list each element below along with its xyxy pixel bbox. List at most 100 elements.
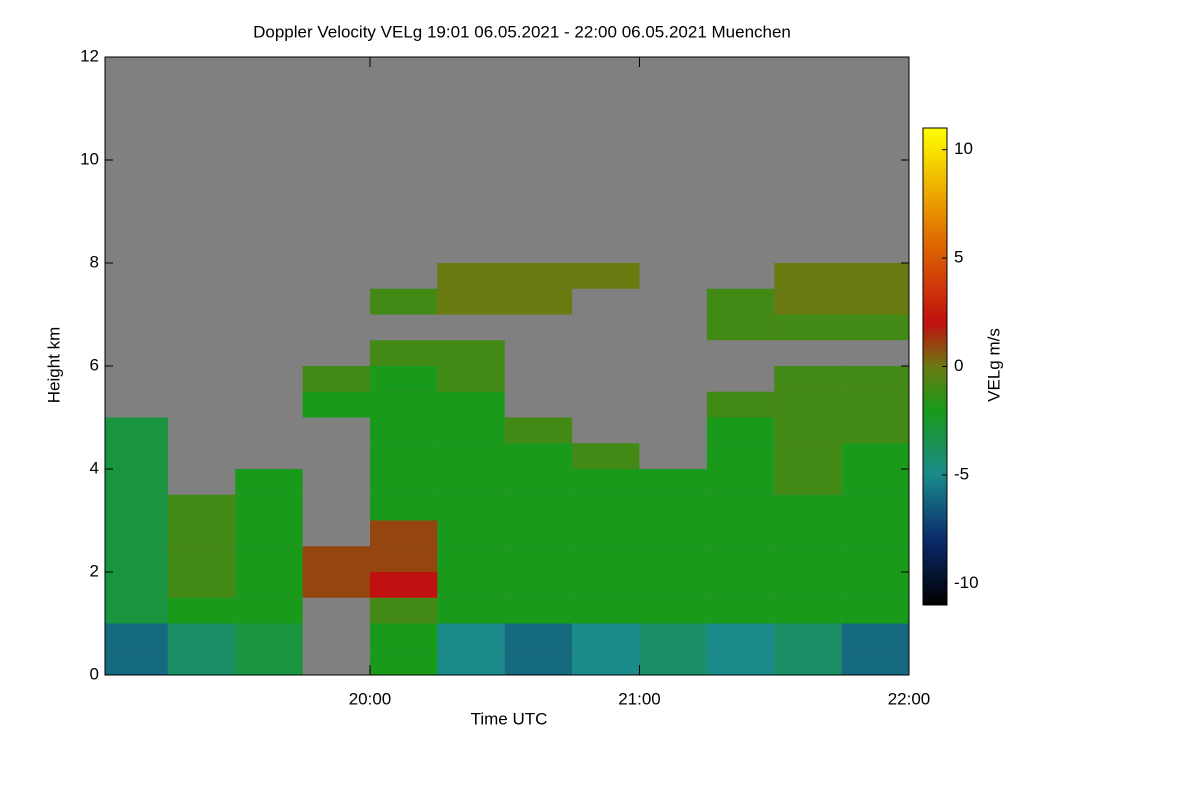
heatmap-cell xyxy=(841,469,909,495)
heatmap-cell xyxy=(302,572,370,598)
heatmap-cell xyxy=(841,649,909,675)
heatmap-cell xyxy=(167,623,236,650)
heatmap-cell xyxy=(369,288,438,315)
heatmap-cell xyxy=(235,469,303,495)
y-axis-label: Height km xyxy=(44,327,63,404)
heatmap-cell xyxy=(437,391,505,418)
heatmap-cell xyxy=(437,417,505,444)
heatmap-cell xyxy=(706,494,775,521)
heatmap-cell xyxy=(369,597,438,624)
heatmap-cell xyxy=(437,494,505,521)
heatmap-cell xyxy=(105,649,168,675)
heatmap-cell xyxy=(841,391,909,418)
heatmap-cell xyxy=(105,623,168,650)
heatmap-cell xyxy=(706,443,775,469)
heatmap-cell xyxy=(639,623,707,650)
y-tick-label: 4 xyxy=(90,458,99,477)
heatmap-cell xyxy=(504,494,573,521)
heatmap-cell xyxy=(369,469,438,495)
heatmap-cell xyxy=(774,623,842,650)
colorbar-tick-label: -10 xyxy=(954,573,979,592)
y-tick-label: 6 xyxy=(90,355,99,374)
heatmap-cell xyxy=(774,391,842,418)
heatmap-cell xyxy=(167,572,236,598)
x-tick-label: 20:00 xyxy=(349,689,392,708)
heatmap-cell xyxy=(437,366,505,392)
heatmap-cell xyxy=(504,417,573,444)
heatmap-cell xyxy=(504,520,573,547)
heatmap-cell xyxy=(841,443,909,469)
heatmap-cell xyxy=(235,494,303,521)
heatmap-cell xyxy=(369,572,438,598)
heatmap-cell xyxy=(774,649,842,675)
heatmap-cell xyxy=(369,391,438,418)
heatmap-cell xyxy=(706,469,775,495)
heatmap-cell xyxy=(639,546,707,572)
heatmap-cell xyxy=(437,572,505,598)
heatmap-cell xyxy=(706,649,775,675)
y-tick-label: 0 xyxy=(90,664,99,683)
heatmap-cell xyxy=(369,520,438,547)
heatmap-cell xyxy=(841,623,909,650)
heatmap-cell xyxy=(841,494,909,521)
heatmap-cell xyxy=(437,443,505,469)
heatmap-cell xyxy=(437,340,505,366)
heatmap-cell xyxy=(774,443,842,469)
heatmap-cell xyxy=(841,520,909,547)
heatmap-cell xyxy=(369,623,438,650)
colorbar-tick-label: 5 xyxy=(954,248,963,267)
heatmap-cell xyxy=(369,649,438,675)
heatmap-cell xyxy=(774,520,842,547)
heatmap-cell xyxy=(841,572,909,598)
colorbar-tick-label: 0 xyxy=(954,356,963,375)
heatmap-cell xyxy=(841,263,909,289)
heatmap-cell xyxy=(572,623,640,650)
heatmap-cell xyxy=(841,417,909,444)
heatmap-cell xyxy=(105,520,168,547)
heatmap-cell xyxy=(167,520,236,547)
heatmap-cell xyxy=(105,443,168,469)
heatmap-cell xyxy=(841,546,909,572)
heatmap-cell xyxy=(167,597,236,624)
heatmap-cell xyxy=(774,494,842,521)
heatmap-cell xyxy=(369,443,438,469)
heatmap-cell xyxy=(105,417,168,444)
heatmap-cell xyxy=(235,520,303,547)
heatmap-cell xyxy=(774,546,842,572)
heatmap-cells xyxy=(105,263,909,675)
heatmap-cell xyxy=(504,623,573,650)
heatmap-cell xyxy=(369,340,438,366)
heatmap-cell xyxy=(841,597,909,624)
heatmap-cell xyxy=(774,469,842,495)
heatmap-cell xyxy=(504,443,573,469)
heatmap-cell xyxy=(369,494,438,521)
heatmap-cell xyxy=(706,520,775,547)
heatmap-cell xyxy=(105,494,168,521)
x-tick-label: 22:00 xyxy=(888,689,931,708)
heatmap-cell xyxy=(105,469,168,495)
heatmap-cell xyxy=(437,288,505,315)
heatmap-cell xyxy=(639,469,707,495)
heatmap-cell xyxy=(369,546,438,572)
heatmap-cell xyxy=(572,494,640,521)
y-tick-label: 8 xyxy=(90,252,99,271)
heatmap-cell xyxy=(437,520,505,547)
heatmap-cell xyxy=(105,546,168,572)
heatmap-cell xyxy=(572,469,640,495)
y-tick-label: 12 xyxy=(80,46,99,65)
heatmap-cell xyxy=(706,314,775,341)
heatmap-cell xyxy=(706,288,775,315)
heatmap-cell xyxy=(437,597,505,624)
heatmap-cell xyxy=(572,443,640,469)
heatmap-cell xyxy=(437,649,505,675)
heatmap-cell xyxy=(167,546,236,572)
heatmap-cell xyxy=(572,520,640,547)
heatmap-cell xyxy=(504,546,573,572)
heatmap-cell xyxy=(504,597,573,624)
x-tick-label: 21:00 xyxy=(618,689,661,708)
heatmap-cell xyxy=(437,623,505,650)
heatmap-cell xyxy=(706,391,775,418)
heatmap-cell xyxy=(369,366,438,392)
heatmap-cell xyxy=(437,546,505,572)
